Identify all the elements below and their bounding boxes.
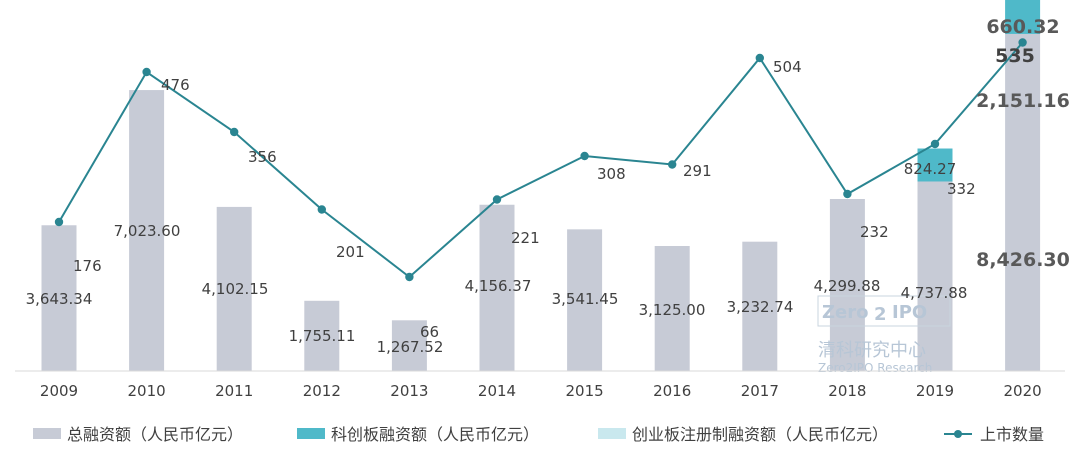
x-tick-2013: 2013 [390, 382, 428, 400]
x-axis-ticks: 2009 2010 2011 2012 2013 2014 2015 2016 2017 2018… [40, 382, 1042, 400]
line-layer [54, 38, 1027, 282]
listings-point-2010 [142, 67, 151, 77]
watermark-en: Zero2IPO Research [818, 361, 932, 375]
bar-total-2015 [567, 229, 603, 371]
x-tick-2019: 2019 [916, 382, 954, 400]
x-tick-2011: 2011 [215, 382, 253, 400]
listings-point-2019 [930, 139, 940, 149]
bar-label-total-2018: 4,299.88 [814, 277, 881, 295]
bar-label-total-2013: 1,267.52 [377, 338, 444, 356]
line-label-2015: 308 [597, 165, 626, 183]
legend: 总融资额（人民币亿元） 科创板融资额（人民币亿元） 创业板注册制融资额（人民币亿元）… [33, 425, 1044, 444]
legend-star-market-label: 科创板融资额（人民币亿元） [331, 425, 539, 444]
x-tick-2016: 2016 [653, 382, 691, 400]
legend-total-swatch [33, 428, 61, 439]
legend-chinext-swatch [598, 428, 626, 439]
line-label-2017: 504 [773, 58, 802, 76]
bar-total-2016 [654, 246, 690, 371]
bar-total-2011 [216, 206, 252, 371]
watermark-brand-mid: 2 [874, 304, 887, 325]
labels-layer: 3,643.34 7,023.60 4,102.15 1,755.11 1,267.52… [26, 16, 1070, 356]
bar-total-2020 [1005, 33, 1041, 372]
bar-total-2014 [479, 204, 515, 371]
bar-label-total-2009: 3,643.34 [26, 290, 93, 308]
watermark-cn: 清科研究中心 [818, 340, 926, 361]
listings-point-2013 [405, 272, 414, 282]
bar-label-total-2020: 8,426.30 [976, 249, 1070, 271]
line-label-2009: 176 [73, 257, 102, 275]
watermark-brand-right: IPO [892, 302, 927, 323]
x-tick-2010: 2010 [128, 382, 166, 400]
bars-layer [41, 0, 1041, 372]
listings-point-2016 [668, 160, 677, 169]
bar-total-2017 [742, 241, 778, 371]
listings-point-2009 [54, 217, 64, 227]
x-tick-2012: 2012 [303, 382, 341, 400]
bar-label-total-2014: 4,156.37 [465, 277, 532, 295]
listings-point-2020 [1018, 38, 1027, 47]
listings-point-2017 [755, 53, 764, 63]
bar-label-total-2010: 7,023.60 [114, 222, 181, 240]
bar-star-market-2020 [1005, 0, 1041, 34]
bar-total-2018 [829, 199, 865, 371]
x-tick-2015: 2015 [566, 382, 604, 400]
line-label-2013: 66 [420, 323, 439, 341]
bar-total-2013 [391, 320, 427, 371]
bar-total-2009 [41, 225, 77, 371]
x-tick-2018: 2018 [828, 382, 866, 400]
listings-point-2015 [580, 151, 589, 161]
listings-point-2018 [843, 189, 852, 199]
x-tick-2020: 2020 [1004, 382, 1042, 400]
bar-total-2010 [129, 90, 165, 371]
bar-label-star-market-2020: 2,151.16 [976, 90, 1070, 112]
legend-listings-swatch-dot [954, 430, 962, 438]
legend-star-market-swatch [297, 428, 325, 439]
listings-line [58, 41, 1024, 279]
bar-label-total-2017: 3,232.74 [727, 298, 794, 316]
line-label-2012: 201 [336, 243, 365, 261]
line-label-2010: 476 [161, 76, 190, 94]
bar-label-total-2015: 3,541.45 [552, 290, 619, 308]
legend-listings-label: 上市数量 [980, 425, 1044, 444]
listings-point-2012 [317, 205, 326, 214]
bar-label-chinext-2020: 660.32 [986, 16, 1059, 38]
line-label-2019: 332 [947, 180, 976, 198]
legend-chinext-label: 创业板注册制融资额（人民币亿元） [632, 425, 888, 444]
bar-total-2019 [917, 181, 953, 371]
x-tick-2014: 2014 [478, 382, 516, 400]
watermark: Zero 2 IPO 清科研究中心 Zero2IPO Research [817, 295, 951, 375]
listings-point-2014 [492, 195, 502, 204]
watermark-box [817, 295, 951, 327]
bar-star-market-2019 [917, 148, 953, 182]
line-label-2016: 291 [683, 162, 712, 180]
bar-label-star-market-2019: 824.27 [904, 160, 957, 178]
bar-total-2012 [304, 300, 340, 371]
x-tick-2009: 2009 [40, 382, 78, 400]
legend-total-label: 总融资额（人民币亿元） [67, 425, 243, 444]
listings-point-2011 [230, 127, 239, 137]
x-tick-2017: 2017 [741, 382, 779, 400]
watermark-brand-left: Zero [822, 302, 869, 323]
line-label-2018: 232 [860, 223, 889, 241]
line-label-2014: 221 [511, 229, 540, 247]
bar-label-total-2019: 4,737.88 [901, 284, 968, 302]
bar-label-total-2012: 1,755.11 [289, 327, 356, 345]
line-label-2020: 535 [995, 45, 1035, 67]
line-label-2011: 356 [248, 148, 277, 166]
bar-label-total-2011: 4,102.15 [202, 280, 269, 298]
bar-label-total-2016: 3,125.00 [639, 301, 706, 319]
